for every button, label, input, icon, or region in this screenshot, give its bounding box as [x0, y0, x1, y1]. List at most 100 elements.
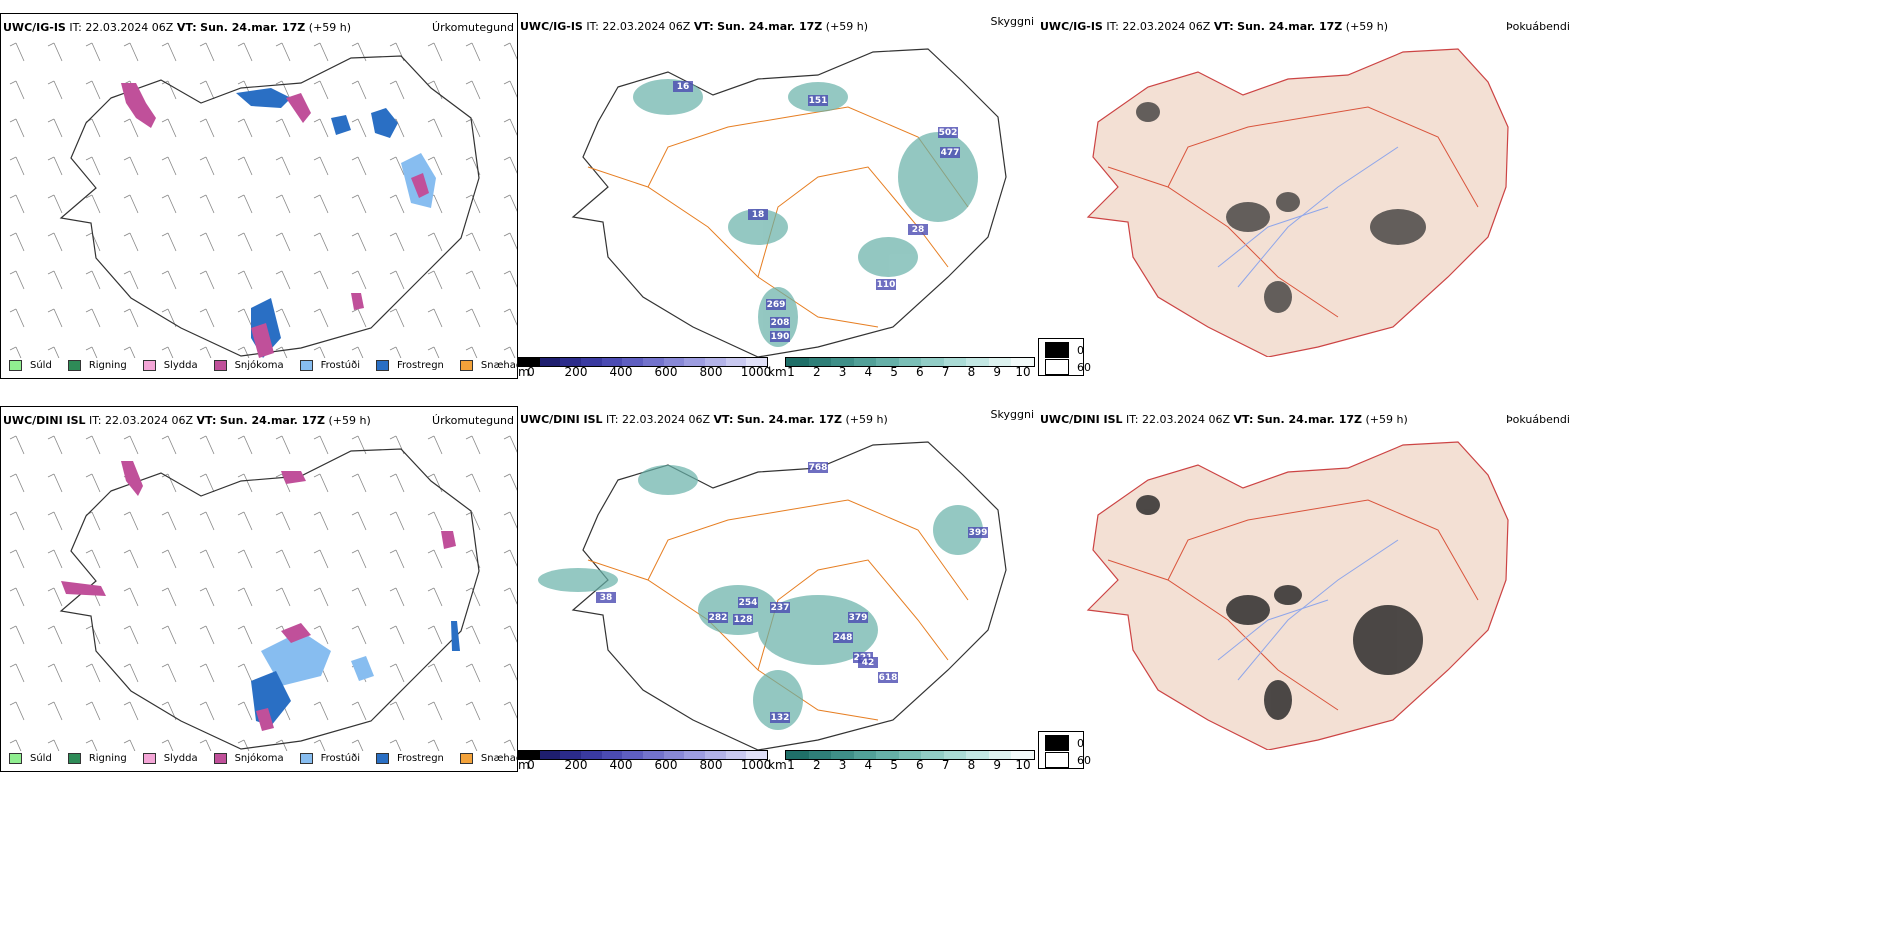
- wind-barb: [237, 156, 253, 176]
- wind-barb: [161, 435, 177, 455]
- colorbar-segment: [853, 751, 877, 759]
- colorbar-segment: [898, 358, 922, 366]
- wind-barb: [47, 308, 63, 328]
- wind-barb: [9, 473, 25, 493]
- wind-barb: [161, 194, 177, 214]
- wind-barb: [427, 435, 443, 455]
- wind-barb: [85, 473, 101, 493]
- wind-barb: [503, 587, 517, 605]
- wind-barb: [427, 701, 443, 721]
- wind-barb: [9, 194, 25, 214]
- wind-barb: [237, 511, 253, 531]
- wind-barb: [237, 194, 253, 214]
- wind-barb: [85, 270, 101, 290]
- wind-barb: [313, 549, 329, 569]
- visibility-value-label: 399: [969, 528, 988, 538]
- precip-legend: Súld Rigning Slydda Snjókoma Frostúði Frostre…: [1, 745, 517, 771]
- legend-label: 60: [1077, 753, 1091, 767]
- wind-barb: [389, 346, 402, 358]
- wind-barb: [199, 80, 215, 100]
- wind-barb: [313, 346, 326, 358]
- wind-barb: [351, 549, 367, 569]
- legend-label: Rigning: [88, 752, 127, 764]
- wind-barb: [465, 435, 481, 455]
- panel-title: UWC/IG-IS IT: 22.03.2024 06Z VT: Sun. 24…: [520, 20, 869, 33]
- visibility-areas: [633, 79, 978, 347]
- colorbar-segment: [746, 751, 768, 759]
- wind-barb: [351, 270, 367, 290]
- wind-barb: [47, 270, 63, 290]
- colorbar-tick-label: 7: [941, 365, 950, 379]
- wind-barb: [237, 308, 253, 328]
- colorbar-tick-label: 200: [564, 758, 588, 772]
- wind-barb: [351, 625, 367, 645]
- colorbar-tick-label: 3: [838, 758, 847, 772]
- wind-barb: [465, 346, 478, 358]
- visibility-value-label: 282: [709, 613, 728, 623]
- wind-barb: [313, 194, 329, 214]
- iceland-outline: [571, 48, 1007, 357]
- visibility-value-label: 42: [862, 658, 875, 668]
- wind-barb: [161, 232, 177, 252]
- wind-barb: [427, 587, 443, 607]
- wind-barb: [465, 308, 481, 328]
- wind-barb: [199, 625, 215, 645]
- legend-label: Rigning: [88, 359, 127, 371]
- visibility-label-bg: [833, 632, 853, 643]
- colorbar-tick-label: 0: [527, 758, 535, 772]
- colorbar-tick-label: 8: [967, 758, 976, 772]
- river-network: [1217, 146, 1399, 288]
- ceiling-colorbar: [518, 750, 768, 760]
- wind-barb: [389, 663, 405, 683]
- legend-swatch: [1045, 752, 1069, 768]
- wind-barb: [465, 232, 481, 252]
- wind-barb: [237, 549, 253, 569]
- colorbar-segment: [876, 358, 899, 366]
- colorbar-segment: [1011, 358, 1035, 366]
- wind-barb: [389, 739, 402, 751]
- colorbar-tick-label: 6: [916, 365, 924, 379]
- legend-swatch: [299, 359, 313, 371]
- wind-barb: [199, 701, 215, 721]
- wind-barb: [237, 739, 250, 751]
- wind-barb: [503, 511, 517, 529]
- colorbar-tick-label: 5: [890, 365, 898, 379]
- legend-label: Frostregn: [397, 752, 444, 764]
- wind-barb: [161, 80, 177, 100]
- visibility-value-labels: 269 208 190 16 151 18 502 477 28 110: [673, 81, 960, 342]
- legend-swatch: [1045, 359, 1069, 375]
- visibility-value-label: 190: [771, 332, 790, 342]
- colorbar-segment: [921, 358, 944, 366]
- wind-barb: [427, 663, 443, 683]
- visibility-map: 7683993825423728212837924822142618132: [538, 441, 1007, 750]
- legend-label: Snæhagl: [480, 752, 517, 764]
- precip-type-panel-top: UWC/IG-IS IT: 22.03.2024 06Z VT: Sun. 24…: [0, 13, 518, 379]
- wind-barb: [199, 270, 215, 290]
- panel-title: UWC/DINI ISL IT: 22.03.2024 06Z VT: Sun.…: [3, 414, 371, 427]
- colorbar-segment: [519, 751, 540, 759]
- wind-barb: [351, 701, 367, 721]
- wind-barb: [275, 156, 291, 176]
- visibility-label-bg: [878, 672, 898, 683]
- fog-areas: [1136, 102, 1426, 313]
- legend-swatch: [1045, 342, 1069, 358]
- wind-barb: [161, 549, 177, 569]
- wind-barb: [275, 308, 291, 328]
- wind-barb: [47, 435, 63, 455]
- colorbar-segment: [966, 751, 989, 759]
- wind-barb: [47, 587, 63, 607]
- precip-areas: [121, 83, 436, 358]
- visibility-value-label: 379: [849, 613, 868, 623]
- wind-barb: [123, 511, 139, 531]
- fog-legend-item: 60: [1045, 359, 1091, 375]
- colorbar-tick-label: 10: [1015, 758, 1031, 772]
- visibility-label-bg: [738, 597, 758, 608]
- colorbar-tick-label: 600: [654, 758, 678, 772]
- precip-legend-item: Snjókoma: [213, 752, 284, 764]
- wind-barb: [47, 473, 63, 493]
- wind-barb: [47, 80, 63, 100]
- wind-barb: [123, 625, 139, 645]
- visibility-value-label: 248: [834, 633, 853, 643]
- wind-barb: [427, 473, 443, 493]
- wind-barb: [313, 232, 329, 252]
